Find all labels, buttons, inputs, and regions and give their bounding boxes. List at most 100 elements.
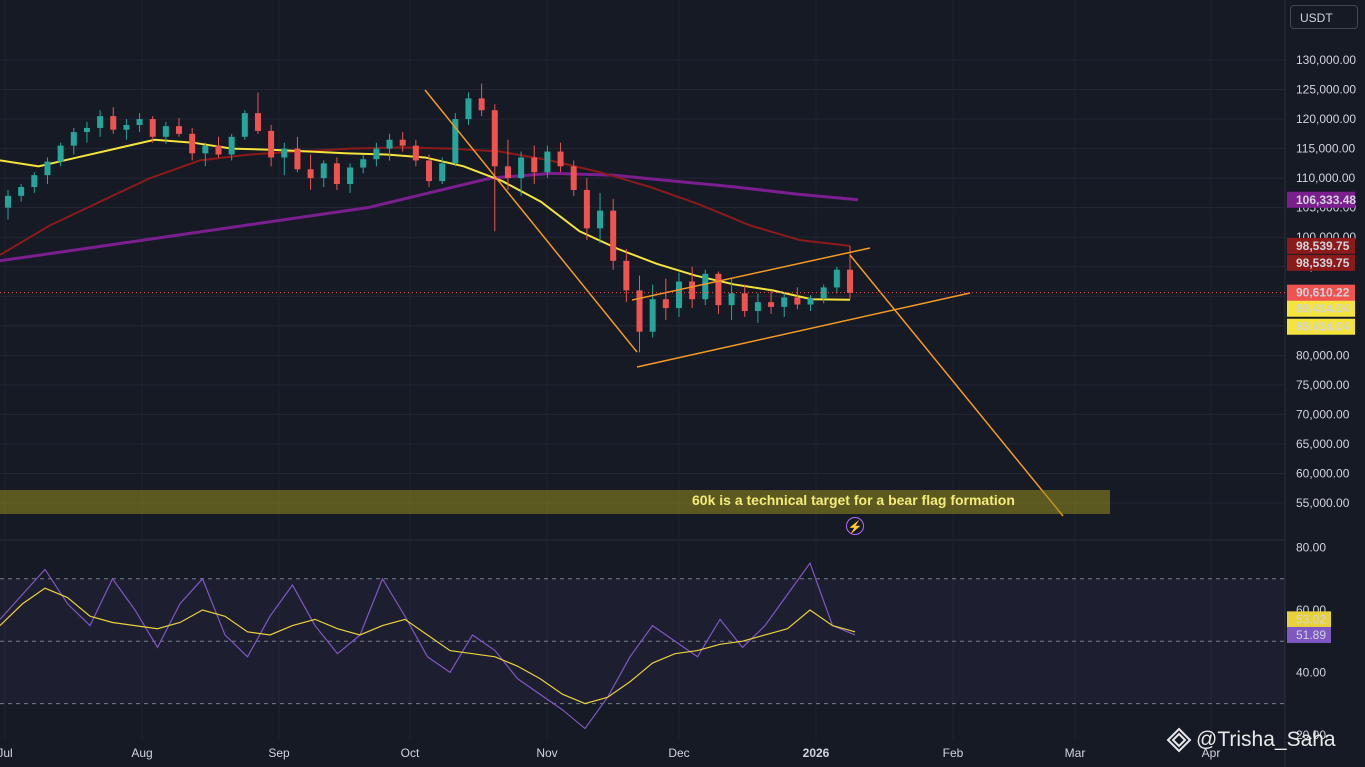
candle-body [478, 98, 485, 111]
grid [0, 0, 1286, 767]
candle-body [794, 297, 801, 305]
candle-body [123, 124, 130, 130]
candle-body [610, 210, 617, 261]
sma200-badge: 106,333.48 [1296, 193, 1356, 207]
sma50-badge-a-bg [1287, 300, 1355, 317]
candle-body [97, 116, 104, 128]
candle-body [570, 166, 577, 190]
candle-body [44, 161, 51, 176]
trendline [849, 254, 1064, 517]
candle-body [386, 139, 393, 149]
candle-body [702, 273, 709, 300]
sma50-badge-b: 89,414.04 [1296, 320, 1350, 334]
moving-averages [0, 138, 859, 301]
candle-body [268, 130, 275, 158]
watermark-text: @Trisha_Saha [1196, 728, 1336, 751]
candle-body [649, 299, 656, 332]
sma200-badge-bg [1287, 191, 1355, 208]
candle-body [452, 119, 459, 164]
candle-body [412, 145, 419, 161]
rsi-pane [0, 561, 1285, 730]
candle-body [741, 293, 748, 312]
candle-body [294, 148, 301, 170]
rsi-tick-label: 20.00 [1296, 728, 1326, 742]
date-tick-label: Sep [268, 746, 290, 760]
candle-body [439, 163, 446, 182]
candle-body [57, 145, 64, 162]
trendlines[interactable] [0, 89, 1285, 517]
candle-body [215, 145, 222, 155]
candle-body [518, 157, 525, 179]
sma100-badge-b: 98,539.75 [1296, 256, 1350, 270]
price-tick-label: 80,000.00 [1296, 348, 1350, 362]
date-tick-label: Oct [401, 746, 420, 760]
date-tick-label: Mar [1065, 746, 1086, 760]
trendline [636, 292, 971, 368]
candle-body [83, 127, 90, 133]
candle-body [636, 290, 643, 332]
candle-body [847, 269, 853, 293]
price-badges: 106,333.4898,539.7598,539.7590,610.2204:… [1287, 191, 1356, 643]
candle-body [281, 148, 288, 158]
candle-body [531, 157, 538, 173]
sma50-badge-b-bg [1287, 318, 1355, 335]
candle-body [241, 113, 248, 137]
price-tick-label: 125,000.00 [1296, 83, 1356, 97]
rsi-badge: 51.89 [1296, 628, 1326, 642]
price-badge-bg [1287, 284, 1355, 301]
candle-body [162, 126, 169, 137]
candle-body [623, 260, 630, 291]
sma100-badge-b-bg [1287, 254, 1355, 271]
trendline [631, 247, 871, 301]
rsi-ma-badge: 53.02 [1296, 612, 1326, 626]
sma100-badge-a: 98,539.75 [1296, 239, 1350, 253]
price-tick-label: 60,000.00 [1296, 466, 1350, 480]
candle-body [781, 297, 788, 307]
date-tick-label: Aug [131, 746, 152, 760]
rsi-tick-label: 40.00 [1296, 665, 1326, 679]
candle-body [754, 302, 761, 312]
currency-button[interactable]: USDT [1290, 5, 1358, 29]
candle-body [254, 113, 261, 131]
price-tick-label: 110,000.00 [1296, 171, 1355, 185]
candle-body [399, 139, 406, 146]
candle-body [70, 132, 77, 146]
date-tick-label: Feb [943, 746, 964, 760]
candle-body [426, 160, 432, 182]
sma50-badge-a: 89,414.04 [1296, 302, 1350, 316]
candle-body [202, 145, 209, 154]
candle-body [5, 195, 11, 208]
candle-body [347, 167, 354, 185]
candles [5, 83, 853, 353]
date-tick-label: Jul [0, 746, 13, 760]
price-tick-label: 115,000.00 [1296, 142, 1355, 156]
date-tick-label: Dec [668, 746, 689, 760]
candle-body [491, 110, 498, 167]
candle-body [136, 119, 143, 125]
candle-body [820, 287, 827, 299]
sma200-line [0, 171, 859, 263]
candle-body [544, 151, 551, 173]
date-tick-label: 2026 [803, 746, 830, 760]
candle-body [333, 163, 340, 185]
price-tick-label: 130,000.00 [1296, 53, 1356, 67]
candle-body [715, 273, 722, 306]
target-zone-band [0, 490, 1110, 514]
candle-body [31, 175, 38, 187]
candle-body [504, 166, 511, 179]
binance-square-icon [1166, 727, 1192, 753]
date-tick-label: Apr [1202, 746, 1221, 760]
price-tick-label: 75,000.00 [1296, 378, 1350, 392]
lightning-icon[interactable]: ⚡ [846, 517, 864, 535]
price-tick-label: 70,000.00 [1296, 407, 1350, 421]
candle-body [583, 189, 590, 229]
candle-body [807, 298, 814, 305]
candle-body [320, 163, 327, 179]
trendline [424, 89, 638, 353]
rsi-line [0, 561, 856, 730]
date-axis[interactable]: Jul Aug Sep Oct Nov Dec 2026 Feb Mar Apr [0, 746, 1220, 760]
candle-body [675, 281, 682, 309]
price-tick-label: 55,000.00 [1296, 496, 1350, 510]
candle-body [465, 98, 472, 120]
